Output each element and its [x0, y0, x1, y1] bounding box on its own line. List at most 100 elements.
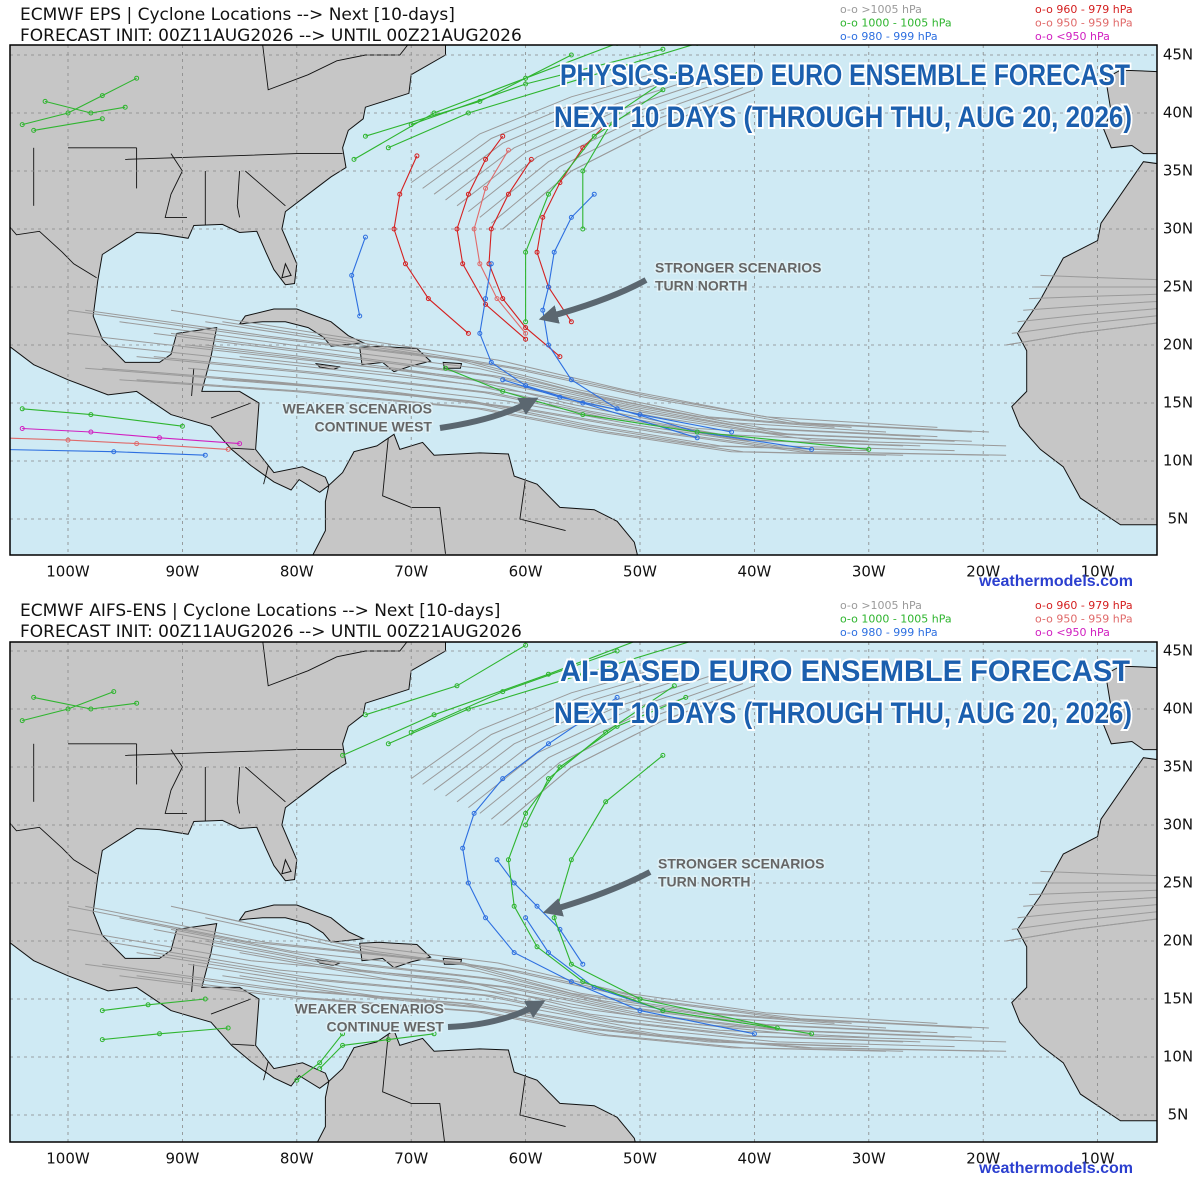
- track: [22, 691, 114, 722]
- track-point: [65, 706, 71, 712]
- lat-label: 25N: [1163, 278, 1193, 296]
- track-point: [408, 729, 414, 735]
- legend-entry: o-o 960 - 979 hPa: [1035, 3, 1133, 16]
- track-point: [465, 330, 471, 336]
- track-point: [99, 116, 105, 122]
- track-point: [523, 915, 529, 921]
- track-point: [614, 694, 620, 700]
- track-point: [511, 950, 517, 956]
- track-point: [591, 133, 597, 139]
- track: [553, 754, 778, 1029]
- track-point: [494, 857, 500, 863]
- track-point: [557, 394, 563, 400]
- track-point: [523, 336, 529, 342]
- track-point: [545, 776, 551, 782]
- track-point: [580, 75, 586, 81]
- track: [22, 427, 240, 445]
- track-point: [751, 1031, 757, 1037]
- track-point: [551, 249, 557, 255]
- border: [10, 822, 97, 875]
- track-point: [523, 325, 529, 331]
- track: [479, 263, 698, 439]
- credit: weathermodels.com: [978, 1160, 1133, 1177]
- track-point: [31, 694, 37, 700]
- track-point: [465, 191, 471, 197]
- track-point: [523, 810, 529, 816]
- track: [365, 54, 572, 137]
- track: [422, 73, 675, 189]
- track-point: [145, 1002, 151, 1008]
- track: [490, 683, 744, 820]
- credit: weathermodels.com: [978, 573, 1133, 590]
- track-point: [134, 75, 140, 81]
- lon-label: 100W: [46, 1150, 90, 1168]
- track-point: [809, 1031, 815, 1037]
- lon-label: 90W: [165, 1150, 199, 1168]
- track-point: [477, 261, 483, 267]
- border: [382, 1033, 445, 1142]
- map: [10, 642, 1157, 1142]
- track-point: [523, 75, 529, 81]
- track: [388, 45, 694, 149]
- annotation: WEAKER SCENARIOS: [283, 401, 432, 417]
- track-point: [99, 1037, 105, 1043]
- track: [525, 89, 664, 322]
- lon-label: 80W: [280, 1150, 314, 1168]
- track-point: [431, 712, 437, 718]
- track: [296, 1033, 344, 1081]
- track-point: [523, 330, 529, 336]
- track-point: [362, 234, 368, 240]
- border: [263, 465, 269, 485]
- track: [22, 408, 183, 427]
- border: [164, 749, 187, 814]
- border: [164, 153, 187, 218]
- track-point: [402, 261, 408, 267]
- track-point: [511, 880, 517, 886]
- track-point: [505, 191, 511, 197]
- track-point: [88, 412, 94, 418]
- lat-label: 40N: [1163, 700, 1193, 718]
- lon-label: 10W: [1081, 1150, 1115, 1168]
- track-point: [505, 857, 511, 863]
- arrow: [538, 277, 648, 324]
- track-point: [500, 133, 506, 139]
- lon-label: 90W: [165, 563, 199, 581]
- track-point: [683, 64, 689, 70]
- track-point: [568, 319, 574, 325]
- track-point: [568, 979, 574, 985]
- track-point: [637, 1008, 643, 1014]
- land: [1102, 69, 1157, 155]
- lon-label: 30W: [852, 1150, 886, 1168]
- track-point: [580, 412, 586, 418]
- border: [263, 1061, 269, 1081]
- track: [582, 66, 687, 229]
- track-point: [88, 706, 94, 712]
- track-point: [660, 1008, 666, 1014]
- track: [1028, 889, 1157, 896]
- track: [102, 998, 206, 1012]
- track-point: [385, 145, 391, 151]
- track: [410, 666, 664, 780]
- lat-label: 25N: [1163, 874, 1193, 892]
- track-point: [568, 214, 574, 220]
- track-point: [483, 915, 489, 921]
- track-point: [340, 1042, 346, 1048]
- track-point: [500, 689, 506, 695]
- track: [422, 669, 675, 785]
- lat-label: 5N: [1168, 510, 1189, 528]
- track-point: [603, 729, 609, 735]
- track: [388, 642, 691, 745]
- track-point: [431, 1031, 437, 1037]
- track: [119, 379, 887, 456]
- legend-entry: o-o 1000 - 1005 hPa: [840, 17, 952, 30]
- track-point: [505, 147, 511, 153]
- track-point: [523, 822, 529, 828]
- track-point: [637, 996, 643, 1002]
- annotation: WEAKER SCENARIOS: [295, 1001, 444, 1017]
- track-point: [494, 296, 500, 302]
- track-point: [42, 98, 48, 104]
- track-point: [471, 810, 477, 816]
- track: [10, 449, 206, 456]
- land: [10, 45, 446, 493]
